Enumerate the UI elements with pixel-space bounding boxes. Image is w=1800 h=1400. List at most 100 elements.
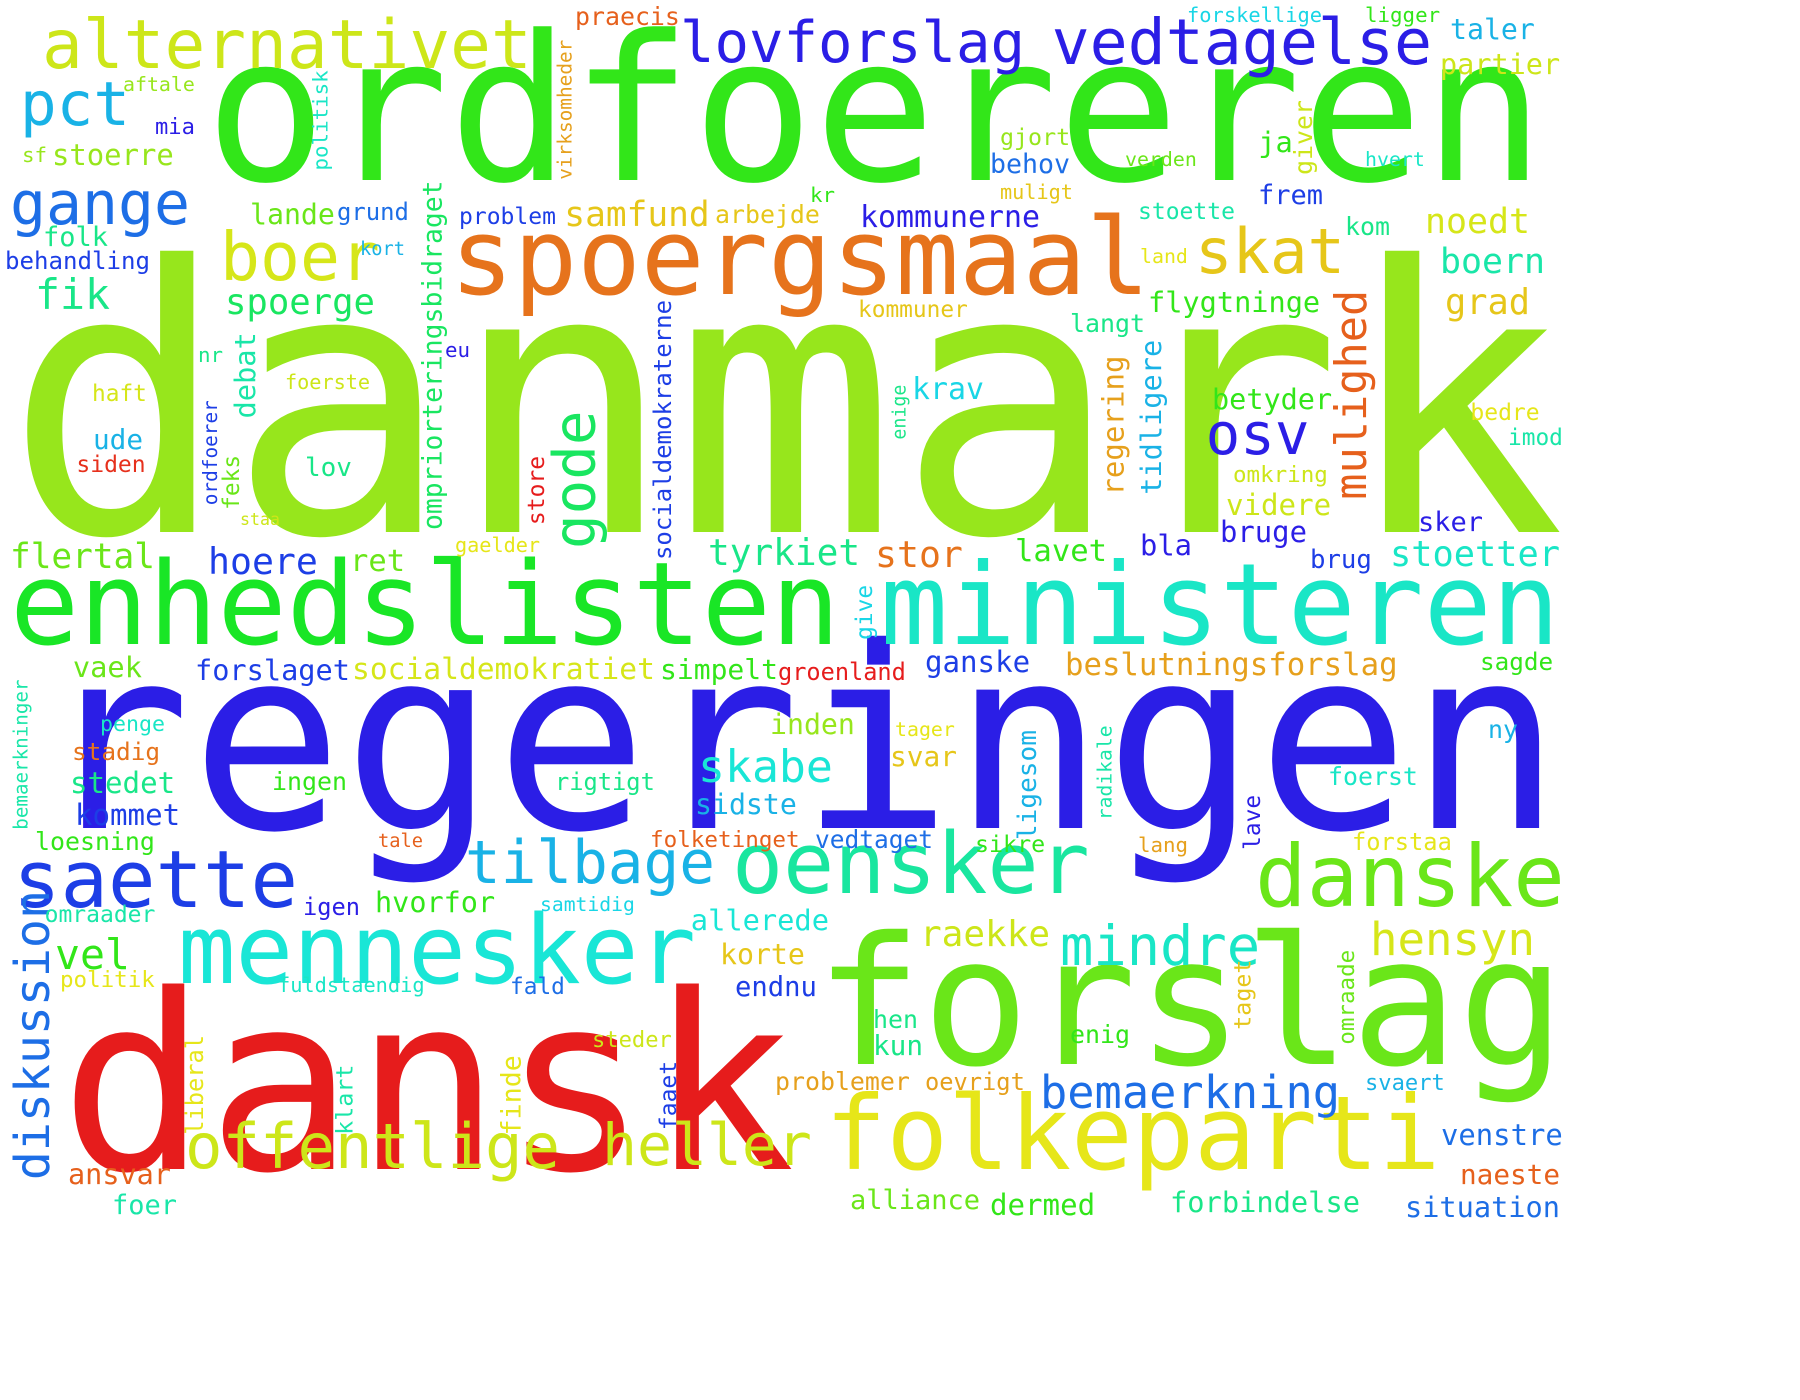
word-vedtagelse-18: vedtagelse — [1051, 4, 1433, 79]
word-frem-114: frem — [1258, 179, 1324, 211]
word-problem-115: problem — [459, 203, 556, 230]
word-tyrkiet-35: tyrkiet — [708, 531, 861, 574]
word-hvert-112: hvert — [1365, 148, 1425, 171]
word-behov-107: behov — [990, 148, 1071, 180]
word-gode-24: gode — [541, 410, 609, 550]
word-stoerre-83: stoerre — [52, 137, 174, 172]
word-feks-98: feks — [218, 455, 245, 510]
word-hoere-33: hoere — [208, 540, 318, 584]
word-ingen-133: ingen — [272, 767, 347, 796]
word-situation-72: situation — [1405, 1190, 1560, 1225]
word-spoergsmaal-7: spoergsmaal — [450, 195, 1150, 319]
word-faaet-167: faaet — [656, 1060, 683, 1130]
word-flertal-32: flertal — [10, 537, 155, 578]
word-grund-87: grund — [337, 197, 409, 226]
word-saette-12: saette — [13, 833, 298, 926]
word-politik-153: politik — [60, 966, 155, 993]
word-loesning-130: loesning — [35, 827, 155, 856]
word-ompriorteringsbidraget-103: ompriorteringsbidraget — [417, 180, 449, 530]
word-lov-96: lov — [305, 452, 352, 483]
word-klart-164: klart — [330, 1064, 358, 1136]
word-tidligere-62: tidligere — [1133, 340, 1168, 495]
word-politisk-104: politisk — [308, 69, 333, 171]
word-hensyn-29: hensyn — [1370, 913, 1536, 967]
word-langt-59: langt — [1070, 309, 1145, 338]
word-mia-81: mia — [155, 114, 195, 141]
word-igen-149: igen — [303, 892, 361, 921]
word-offentlige-14: offentlige — [185, 1110, 561, 1184]
word-tilbage-13: tilbage — [465, 828, 715, 898]
word-ligesom-136: ligesom — [1012, 729, 1043, 840]
word-regeringen-1: regeringen — [38, 592, 1562, 888]
word-ret-34: ret — [350, 544, 406, 580]
word-inden-131: inden — [770, 707, 855, 741]
word-lang-146: lang — [1138, 832, 1189, 857]
word-danske-10: danske — [1255, 826, 1565, 927]
word-taler-78: taler — [1450, 12, 1535, 46]
word-sikre-144: sikre — [975, 830, 1046, 858]
word-korte-156: korte — [720, 938, 805, 972]
word-boern-56: boern — [1440, 242, 1546, 283]
word-oevrigt-169: oevrigt — [925, 1067, 1025, 1096]
word-forslaget-42: forslaget — [195, 652, 350, 687]
word-give-124: give — [851, 585, 878, 640]
word-folkeparti-8: folkeparti — [825, 1074, 1441, 1194]
word-alliance-69: alliance — [850, 1184, 981, 1216]
word-spoerge-31: spoerge — [225, 281, 375, 323]
word-debat-93: debat — [228, 331, 263, 419]
word-boer-19: boer — [220, 218, 380, 297]
word-skabe-41: skabe — [698, 740, 833, 794]
word-sf-82: sf — [22, 142, 48, 167]
word-steder-166: steder — [592, 1026, 672, 1053]
word-oensker-11: oensker — [732, 814, 1090, 914]
word-foer-68: foer — [112, 1189, 178, 1221]
word-haft-91: haft — [92, 381, 147, 408]
word-hen-160: hen — [873, 1005, 918, 1034]
word-dansk-3: dansk — [60, 941, 796, 1227]
word-ligger-77: ligger — [1365, 2, 1441, 27]
word-bemaerkning-27: bemaerkning — [1040, 1065, 1340, 1119]
word-kommunerne-54: kommunerne — [860, 199, 1040, 235]
word-omraader-148: omraader — [44, 901, 156, 928]
word-ansvar-67: ansvar — [68, 1157, 171, 1191]
word-diskussion-26: diskussion — [4, 889, 61, 1181]
word-folketinget-142: folketinget — [650, 826, 800, 853]
word-socialdemokratiet-43: socialdemokratiet — [352, 652, 655, 687]
word-bruge-39: bruge — [1220, 515, 1307, 549]
word-endnu-157: endnu — [735, 971, 817, 1003]
word-bla-38: bla — [1140, 527, 1193, 562]
word-foerst-140: foerst — [1328, 762, 1418, 791]
word-gange-21: gange — [10, 169, 191, 240]
word-stoette-116: stoette — [1138, 198, 1235, 225]
word-stor-36: stor — [875, 532, 963, 576]
word-kommuner-119: kommuner — [858, 296, 968, 323]
word-ordfoerer-97: ordfoerer — [198, 399, 222, 506]
word-folk-84: folk — [43, 222, 109, 253]
word-behandling-85: behandling — [5, 246, 151, 275]
word-praecis-75: praecis — [575, 2, 680, 31]
word-pct-22: pct — [20, 68, 130, 140]
word-svaert-170: svaert — [1365, 1069, 1445, 1096]
word-ordfoereren-2: ordfoereren — [205, 0, 1545, 228]
word-sidste-135: sidste — [695, 787, 797, 821]
word-samtidig-151: samtidig — [540, 893, 635, 917]
word-sker-65: sker — [1418, 506, 1484, 538]
word-videre-64: videre — [1226, 487, 1332, 522]
word-hvorfor-150: hvorfor — [375, 885, 496, 919]
word-enhedslisten-5: enhedslisten — [10, 537, 841, 672]
word-finde-165: finde — [496, 1054, 528, 1136]
word-danmark-0: danmark — [5, 188, 1566, 620]
word-osv-25: osv — [1205, 401, 1310, 469]
word-ja-110: ja — [1258, 125, 1293, 160]
word-dermed-70: dermed — [990, 1187, 1096, 1222]
word-kommet-129: kommet — [75, 797, 181, 832]
word-muligt-108: muligt — [1000, 180, 1073, 205]
word-forskellige-76: forskellige — [1187, 2, 1323, 27]
word-heller-15: heller — [602, 1110, 812, 1179]
word-omkring-121: omkring — [1233, 461, 1328, 488]
word-bemaerkninger-125: bemaerkninger — [9, 679, 33, 831]
word-imod-123: imod — [1508, 424, 1563, 451]
word-lave-141: lave — [1239, 795, 1266, 850]
word-partier-79: partier — [1440, 47, 1561, 81]
